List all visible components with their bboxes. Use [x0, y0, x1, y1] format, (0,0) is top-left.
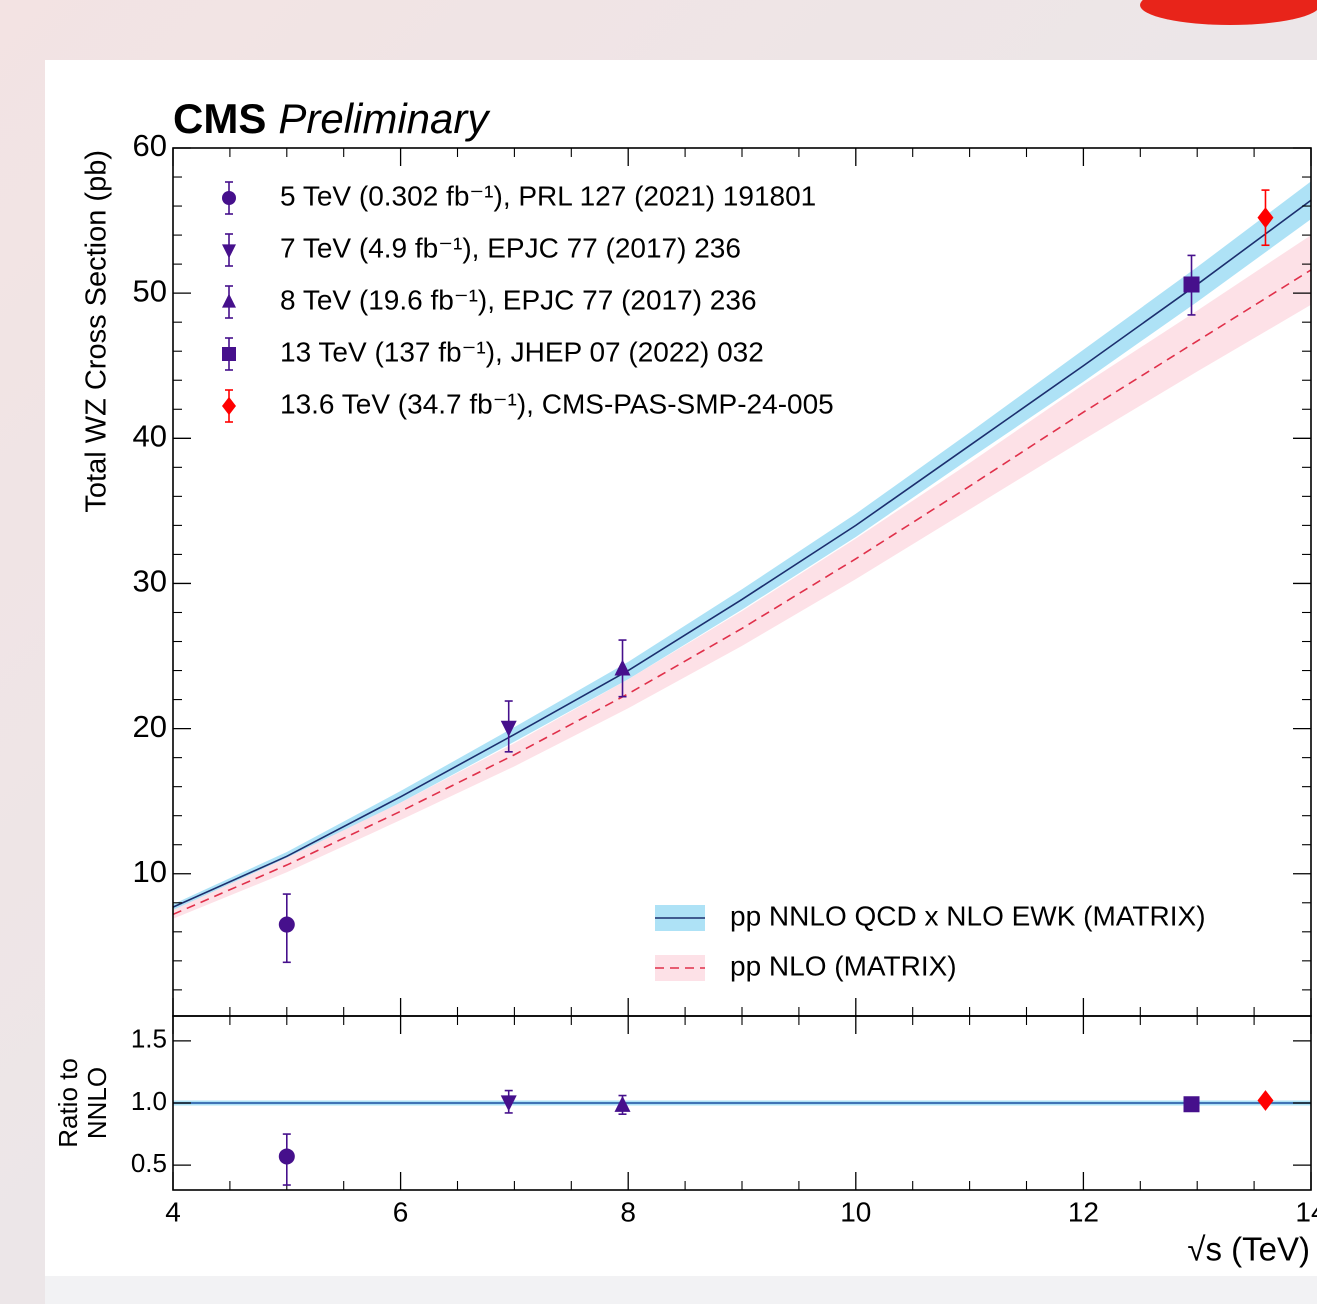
marker: [1257, 207, 1274, 229]
marker: [1257, 1090, 1274, 1111]
y-tick-label: 60: [133, 128, 167, 163]
y-tick-label: 50: [133, 273, 167, 308]
legend-marker: [222, 191, 236, 205]
subtitle: Preliminary: [278, 95, 491, 142]
background-decoration: [1140, 0, 1317, 25]
prediction-line: [173, 269, 1311, 916]
marker: [614, 1095, 631, 1112]
y-tick-label: 30: [133, 564, 167, 599]
plot-area: [173, 1100, 1311, 1106]
legend-marker: [222, 244, 236, 259]
x-tick-label: 8: [620, 1196, 636, 1227]
marker: [500, 1095, 517, 1112]
legend-label: 5 TeV (0.302 fb⁻¹), PRL 127 (2021) 19180…: [280, 180, 816, 211]
chart-title: CMS Preliminary: [173, 95, 491, 142]
x-tick-label: 6: [393, 1196, 409, 1227]
y-tick-label: 20: [133, 709, 167, 744]
legend-marker: [222, 347, 236, 361]
panel-footer: [45, 1276, 1317, 1304]
y-tick-label: 10: [133, 854, 167, 889]
panel: [45, 60, 1317, 1304]
y-axis-label: Total WZ Cross Section (pb): [81, 150, 113, 513]
legend-label: 7 TeV (4.9 fb⁻¹), EPJC 77 (2017) 236: [280, 232, 741, 263]
legend-marker: [222, 396, 236, 416]
marker: [278, 1148, 295, 1165]
prediction-line: [173, 199, 1311, 908]
legend-marker: [222, 293, 236, 308]
y-tick-label: 0.5: [131, 1148, 167, 1178]
marker: [1183, 276, 1200, 293]
y-tick-label: 40: [133, 418, 167, 453]
x-tick-label: 4: [165, 1196, 181, 1227]
y-tick-label: 1.5: [131, 1024, 167, 1054]
y-axis-label: NNLO: [82, 1067, 112, 1139]
legend-label: 13.6 TeV (34.7 fb⁻¹), CMS-PAS-SMP-24-005: [280, 388, 834, 419]
marker: [1183, 1096, 1200, 1113]
x-axis-label: √s (TeV): [1187, 1231, 1310, 1268]
legend-label: pp NLO (MATRIX): [730, 950, 957, 981]
legend-label: 13 TeV (137 fb⁻¹), JHEP 07 (2022) 032: [280, 336, 764, 367]
legend-label: pp NNLO QCD x NLO EWK (MATRIX): [730, 900, 1206, 931]
x-tick-label: 12: [1068, 1196, 1099, 1227]
legend-label: 8 TeV (19.6 fb⁻¹), EPJC 77 (2017) 236: [280, 284, 757, 315]
title: CMS: [173, 95, 266, 142]
y-axis-label: Ratio to: [53, 1058, 83, 1148]
y-tick-label: 1.0: [131, 1086, 167, 1116]
marker: [278, 916, 295, 933]
marker: [614, 659, 631, 676]
x-tick-label: 14: [1295, 1196, 1317, 1227]
x-tick-label: 10: [840, 1196, 871, 1227]
plot-area: [173, 181, 1311, 919]
marker: [500, 720, 517, 737]
